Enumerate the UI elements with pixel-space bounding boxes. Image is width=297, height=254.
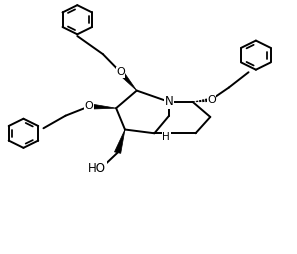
Text: N: N	[165, 96, 173, 108]
Text: HO: HO	[88, 162, 106, 175]
Polygon shape	[118, 71, 137, 91]
Polygon shape	[89, 104, 116, 109]
Text: O: O	[85, 101, 94, 112]
Polygon shape	[114, 130, 125, 153]
Text: H: H	[162, 132, 170, 141]
Text: O: O	[116, 67, 125, 77]
Text: O: O	[207, 95, 216, 105]
